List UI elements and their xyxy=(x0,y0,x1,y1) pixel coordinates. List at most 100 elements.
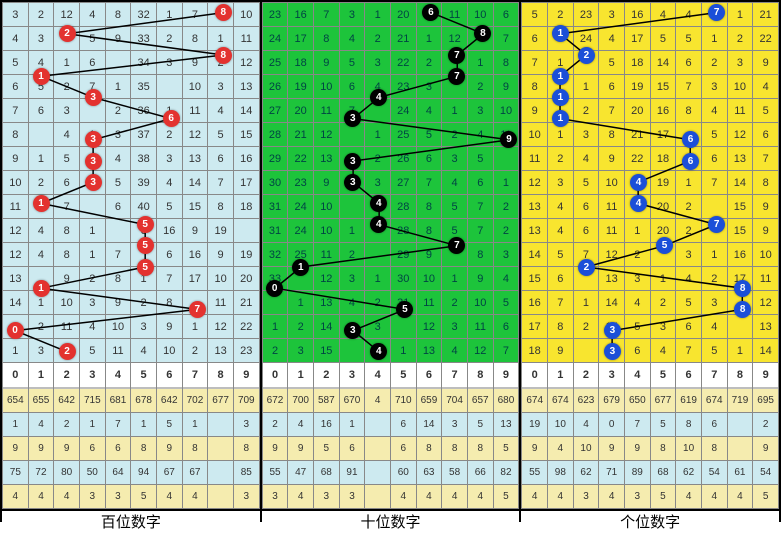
cell xyxy=(105,219,131,243)
cell: 11 xyxy=(105,339,131,363)
cell: 19 xyxy=(650,171,676,195)
stat-cell: 9 xyxy=(288,437,314,461)
cell: 3 xyxy=(701,75,727,99)
cell: 6 xyxy=(467,171,493,195)
cell: 20 xyxy=(233,267,259,291)
cell: 6 xyxy=(573,219,599,243)
cell: 3 xyxy=(573,123,599,147)
cell: 9 xyxy=(208,243,234,267)
cell: 1 xyxy=(339,219,365,243)
stat-cell: 50 xyxy=(79,461,105,485)
cell: 22 xyxy=(233,315,259,339)
cell: 21 xyxy=(233,291,259,315)
trend-ball: 8 xyxy=(734,280,751,297)
stat-cell xyxy=(365,461,391,485)
cell: 8 xyxy=(182,27,208,51)
cell: 9 xyxy=(313,51,339,75)
cell: 10 xyxy=(208,267,234,291)
cell: 2 xyxy=(54,75,80,99)
stat-cell: 8 xyxy=(416,437,442,461)
header-digit: 7 xyxy=(442,363,468,388)
stat-cell: 9 xyxy=(3,437,29,461)
cell: 25 xyxy=(262,51,288,75)
cell: 3 xyxy=(131,315,157,339)
cell: 7 xyxy=(493,339,519,363)
cell: 3 xyxy=(339,3,365,27)
stat-cell: 670 xyxy=(339,389,365,413)
stat-cell: 5 xyxy=(650,413,676,437)
cell: 12 xyxy=(233,51,259,75)
stat-cell: 8 xyxy=(131,437,157,461)
cell: 19 xyxy=(233,243,259,267)
stat-cell: 9 xyxy=(753,437,779,461)
cell: 9 xyxy=(753,195,779,219)
cell: 22 xyxy=(624,147,650,171)
cell: 10 xyxy=(156,339,182,363)
stat-cell: 710 xyxy=(390,389,416,413)
stat-cell: 4 xyxy=(28,413,54,437)
cell: 13 xyxy=(182,147,208,171)
cell: 8 xyxy=(416,195,442,219)
stat-cell: 4 xyxy=(416,485,442,509)
cell: 20 xyxy=(650,195,676,219)
trend-ball: 7 xyxy=(448,68,465,85)
cell: 21 xyxy=(753,3,779,27)
stat-cell: 9 xyxy=(28,437,54,461)
trend-ball: 1 xyxy=(292,259,309,276)
panel-footer: 十位数字 xyxy=(262,509,520,535)
trend-ball: 3 xyxy=(85,89,102,106)
stat-cell: 650 xyxy=(624,389,650,413)
cell: 1 xyxy=(288,291,314,315)
cell: 11 xyxy=(233,27,259,51)
cell: 3 xyxy=(28,27,54,51)
cell: 1 xyxy=(624,219,650,243)
cell: 6 xyxy=(156,243,182,267)
cell: 5 xyxy=(599,51,625,75)
cell xyxy=(390,315,416,339)
cell: 4 xyxy=(131,339,157,363)
trend-ball: 2 xyxy=(59,25,76,42)
header-digit: 3 xyxy=(79,363,105,388)
cell: 18 xyxy=(233,195,259,219)
cell: 4 xyxy=(208,99,234,123)
cell: 2 xyxy=(79,267,105,291)
cell: 23 xyxy=(288,171,314,195)
cell: 1 xyxy=(442,99,468,123)
cell: 5 xyxy=(548,243,574,267)
cell: 10 xyxy=(416,267,442,291)
cell: 35 xyxy=(131,75,157,99)
cell: 9 xyxy=(522,99,548,123)
cell: 32 xyxy=(262,243,288,267)
cell: 2 xyxy=(573,315,599,339)
cell: 9 xyxy=(416,243,442,267)
cell: 5 xyxy=(573,171,599,195)
stat-cell: 68 xyxy=(650,461,676,485)
header-digit: 1 xyxy=(288,363,314,388)
cell: 7 xyxy=(522,51,548,75)
cell: 13 xyxy=(313,147,339,171)
cell: 4 xyxy=(548,195,574,219)
cell: 10 xyxy=(54,291,80,315)
cell: 3 xyxy=(442,315,468,339)
cell: 3 xyxy=(650,315,676,339)
cell: 17 xyxy=(624,27,650,51)
cell: 1 xyxy=(262,315,288,339)
cell: 1 xyxy=(54,51,80,75)
cell: 11 xyxy=(54,315,80,339)
cell xyxy=(727,315,753,339)
cell: 4 xyxy=(493,267,519,291)
cell: 8 xyxy=(676,99,702,123)
cell: 6 xyxy=(208,147,234,171)
cell: 9 xyxy=(54,267,80,291)
cell: 34 xyxy=(131,51,157,75)
panel-footer: 个位数字 xyxy=(521,509,779,535)
cell: 24 xyxy=(288,219,314,243)
cell: 11 xyxy=(3,195,29,219)
trend-ball: 8 xyxy=(734,301,751,318)
cell: 8 xyxy=(753,171,779,195)
stat-cell: 9 xyxy=(599,437,625,461)
cell: 21 xyxy=(288,123,314,147)
stat-cell: 674 xyxy=(701,389,727,413)
cell: 10 xyxy=(467,3,493,27)
cell: 11 xyxy=(727,99,753,123)
